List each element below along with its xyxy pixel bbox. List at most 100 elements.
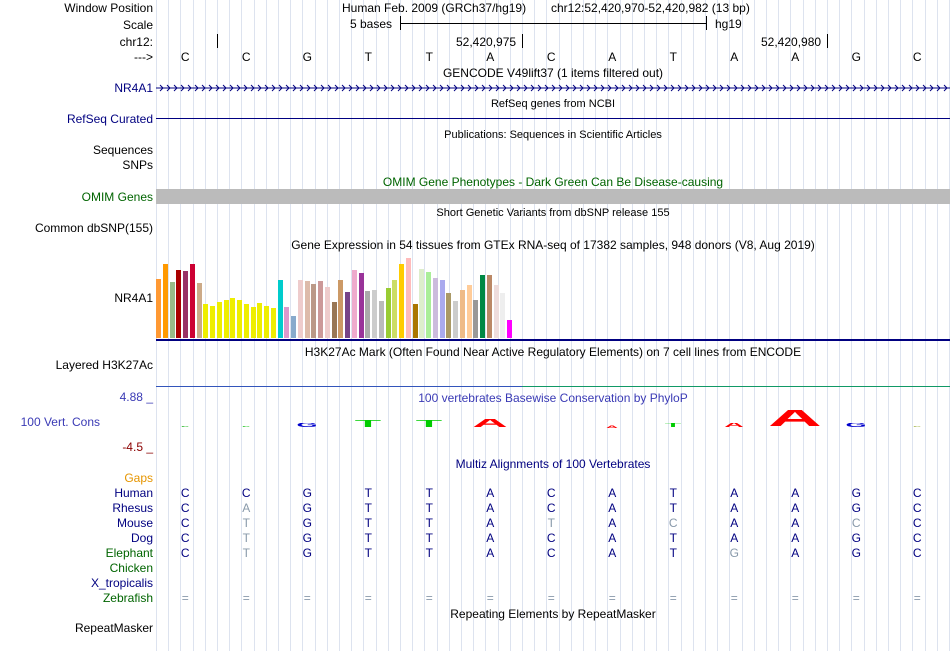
sequences-label[interactable]: Sequences — [92, 143, 153, 157]
gtex-bar[interactable] — [183, 271, 189, 338]
gtex-bar[interactable] — [304, 281, 310, 338]
gtex-gene-label[interactable]: NR4A1 — [114, 291, 153, 305]
gtex-bar[interactable] — [372, 290, 378, 338]
phylop-label[interactable]: 100 Vert. Cons — [20, 415, 100, 429]
alignment-base: T — [669, 501, 677, 515]
gtex-bar[interactable] — [223, 300, 229, 338]
gtex-bar[interactable] — [507, 320, 513, 338]
gtex-bar[interactable] — [277, 280, 283, 338]
gtex-bar[interactable] — [385, 288, 391, 338]
refseq-track-title[interactable]: RefSeq genes from NCBI — [490, 98, 616, 110]
h3k27ac-label[interactable]: Layered H3K27Ac — [55, 358, 153, 372]
gtex-bar[interactable] — [291, 316, 297, 338]
species-label[interactable]: Elephant — [105, 546, 153, 560]
gtex-bar[interactable] — [331, 302, 337, 338]
gtex-bar[interactable] — [399, 264, 405, 338]
gtex-bar[interactable] — [419, 269, 425, 338]
gtex-bar[interactable] — [156, 279, 162, 338]
gtex-bar[interactable] — [365, 291, 371, 338]
publications-track-title[interactable]: Publications: Sequences in Scientific Ar… — [444, 129, 662, 141]
dbsnp-label[interactable]: Common dbSNP(155) — [34, 221, 153, 235]
alignment-base: A — [608, 501, 617, 515]
species-label[interactable]: Chicken — [109, 561, 153, 575]
species-label[interactable]: Human — [114, 486, 153, 500]
alignment-base: G — [302, 501, 312, 515]
base-letter: C — [241, 50, 251, 64]
dbsnp-track-title[interactable]: Short Genetic Variants from dbSNP releas… — [436, 207, 670, 219]
gtex-expression-chart[interactable] — [156, 254, 536, 338]
repeatmasker-label[interactable]: RepeatMasker — [74, 621, 153, 635]
snps-label[interactable]: SNPs — [122, 158, 153, 172]
gtex-bar[interactable] — [439, 280, 445, 338]
gtex-bar[interactable] — [243, 304, 249, 338]
omim-track-title[interactable]: OMIM Gene Phenotypes - Dark Green Can Be… — [382, 175, 724, 189]
gaps-label[interactable]: Gaps — [124, 471, 153, 485]
base-letter: C — [546, 50, 556, 64]
gtex-bar[interactable] — [486, 275, 492, 338]
gtex-bar[interactable] — [216, 302, 222, 338]
gtex-bar[interactable] — [270, 308, 276, 338]
omim-label[interactable]: OMIM Genes — [81, 190, 153, 204]
gtex-bar[interactable] — [412, 304, 418, 338]
refseq-gene-line[interactable] — [156, 118, 950, 119]
scale-bar — [400, 23, 706, 24]
alignment-base: = — [608, 591, 616, 605]
omim-phenotype-bar[interactable] — [156, 189, 950, 204]
gtex-bar[interactable] — [378, 301, 384, 338]
gtex-bar[interactable] — [345, 292, 351, 338]
gtex-bar[interactable] — [473, 300, 479, 338]
gencode-gene-label[interactable]: NR4A1 — [114, 81, 153, 95]
gtex-bar[interactable] — [432, 278, 438, 338]
gtex-bar[interactable] — [257, 303, 263, 338]
phylop-letter: T — [665, 423, 682, 428]
gtex-bar[interactable] — [446, 293, 452, 338]
gencode-track-title[interactable]: GENCODE V49lift37 (1 items filtered out) — [442, 66, 664, 80]
gtex-bar[interactable] — [324, 287, 330, 338]
gtex-bar[interactable] — [459, 290, 465, 338]
phylop-track-title[interactable]: 100 vertebrates Basewise Conservation by… — [418, 391, 688, 405]
base-letter: C — [180, 50, 190, 64]
gtex-bar[interactable] — [297, 280, 303, 338]
gtex-bar[interactable] — [284, 307, 290, 338]
gtex-bar[interactable] — [237, 300, 243, 338]
gtex-bar[interactable] — [169, 282, 175, 338]
alignment-base: = — [547, 591, 555, 605]
refseq-label[interactable]: RefSeq Curated — [66, 112, 153, 126]
scale-db: hg19 — [715, 17, 742, 31]
species-label[interactable]: Zebrafish — [102, 591, 153, 605]
gtex-bar[interactable] — [405, 258, 411, 338]
species-label[interactable]: Dog — [130, 531, 153, 545]
gtex-bar[interactable] — [453, 301, 459, 338]
species-label[interactable]: X_tropicalis — [90, 576, 153, 590]
gencode-gene-track[interactable] — [156, 82, 950, 94]
gtex-bar[interactable] — [500, 293, 506, 338]
gtex-bar[interactable] — [162, 264, 168, 338]
gtex-bar[interactable] — [196, 283, 202, 338]
h3k27ac-signal-blue — [156, 386, 522, 387]
multiz-track-title[interactable]: Multiz Alignments of 100 Vertebrates — [455, 457, 651, 471]
gtex-bar[interactable] — [318, 281, 324, 338]
gtex-bar[interactable] — [493, 285, 499, 338]
gtex-track-title[interactable]: Gene Expression in 54 tissues from GTEx … — [291, 238, 815, 252]
gtex-bar[interactable] — [392, 280, 398, 338]
phylop-letter: A — [472, 419, 508, 428]
repeatmasker-track-title[interactable]: Repeating Elements by RepeatMasker — [450, 607, 656, 621]
gtex-bar[interactable] — [338, 280, 344, 338]
gtex-bar[interactable] — [426, 272, 432, 338]
gtex-bar[interactable] — [466, 285, 472, 338]
h3k27ac-track-title[interactable]: H3K27Ac Mark (Often Found Near Active Re… — [304, 345, 802, 359]
gtex-bar[interactable] — [264, 306, 270, 338]
gtex-bar[interactable] — [189, 264, 195, 338]
species-label[interactable]: Rhesus — [112, 501, 153, 515]
gtex-bar[interactable] — [176, 270, 182, 338]
species-label[interactable]: Mouse — [116, 516, 153, 530]
gtex-bar[interactable] — [311, 284, 317, 338]
gtex-bar[interactable] — [230, 298, 236, 338]
gtex-bar[interactable] — [480, 275, 486, 338]
gtex-bar[interactable] — [358, 273, 364, 338]
gtex-bar[interactable] — [351, 270, 357, 338]
gtex-bar[interactable] — [210, 306, 216, 338]
gtex-bar[interactable] — [203, 304, 209, 338]
phylop-max-label: 4.88 _ — [119, 390, 153, 404]
gtex-bar[interactable] — [250, 307, 256, 338]
